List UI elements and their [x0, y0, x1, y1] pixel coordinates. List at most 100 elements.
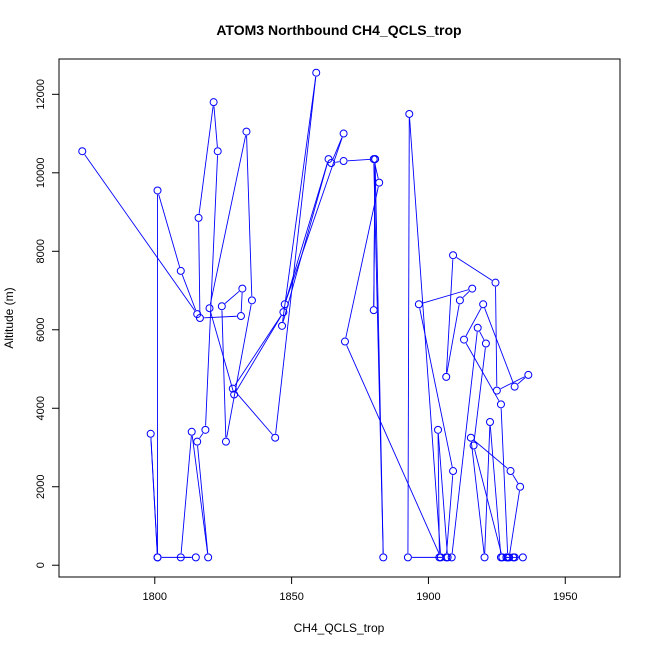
data-point [78, 147, 87, 156]
data-point [217, 302, 226, 311]
data-point [209, 98, 218, 107]
data-point [479, 300, 488, 309]
series-segment [473, 347, 486, 442]
series-segment [446, 259, 454, 373]
series-segment [484, 308, 514, 383]
series-segment [437, 433, 448, 554]
y-tick-label: 10000 [35, 158, 47, 189]
series-segment [446, 304, 460, 373]
data-point [516, 482, 525, 491]
series-segment [335, 161, 340, 163]
series-segment [275, 76, 317, 434]
data-point [449, 467, 458, 476]
y-axis-label: Altitude (m) [2, 287, 16, 348]
data-point [480, 553, 489, 562]
y-tick-label: 8000 [35, 239, 47, 263]
data-point [369, 306, 378, 315]
axes: 1800 1850 1900 1950 0 2000 4000 6000 8000 10000 12… [35, 79, 578, 603]
data-point [339, 157, 348, 166]
series-segment [197, 445, 209, 554]
series-segment [500, 376, 525, 390]
series-segment [210, 312, 234, 391]
data-point [238, 284, 247, 293]
series-segment [495, 286, 498, 387]
data-point [405, 109, 414, 118]
data-point [491, 278, 500, 287]
series-segment [235, 315, 282, 392]
data-point [449, 251, 458, 260]
data-point [193, 437, 202, 446]
series-segment [332, 137, 343, 160]
data-point [481, 339, 490, 348]
series-segment [419, 308, 453, 468]
data-point [153, 186, 162, 195]
data-point [496, 400, 505, 409]
x-tick-label: 1950 [553, 591, 577, 603]
series-segment [374, 163, 379, 179]
data-point [375, 178, 384, 187]
data-point [205, 304, 214, 313]
series-segment [191, 435, 209, 554]
data-point [498, 553, 507, 562]
data-point [236, 312, 245, 321]
data-layer [78, 68, 533, 562]
series-segment [373, 163, 384, 554]
data-point [379, 553, 388, 562]
data-point [221, 437, 230, 446]
data-point [176, 553, 185, 562]
series-segment [181, 274, 197, 311]
series-segment [246, 135, 253, 297]
data-point [242, 127, 251, 136]
y-tick-label: 2000 [35, 475, 47, 499]
series-segment [407, 118, 410, 554]
data-point [204, 553, 213, 562]
data-point [442, 372, 451, 381]
data-point [414, 300, 423, 309]
data-point [339, 129, 348, 138]
data-point [247, 296, 256, 305]
series-segment [512, 474, 519, 484]
data-point [443, 553, 452, 562]
series-segment [285, 137, 343, 301]
series-segment [489, 426, 502, 554]
series-segment [479, 331, 485, 340]
series-segment [213, 106, 218, 148]
data-point [279, 308, 288, 317]
data-point [509, 553, 518, 562]
data-point [486, 417, 495, 426]
series-segment [282, 76, 317, 322]
y-tick-label: 6000 [35, 318, 47, 342]
series-segment [437, 434, 440, 554]
data-point [455, 296, 464, 305]
series-segment [451, 331, 478, 554]
series-segment [446, 475, 454, 554]
data-point [201, 425, 210, 434]
series-segment [509, 490, 520, 554]
series-segment [198, 222, 201, 314]
series-segment [209, 135, 247, 305]
y-tick-label: 0 [35, 562, 47, 568]
series-segment [517, 377, 526, 385]
data-point [468, 284, 477, 293]
series-segment [240, 292, 243, 312]
series-segment [199, 433, 204, 439]
data-point [195, 314, 204, 322]
series-segment [235, 391, 273, 435]
series-segment [150, 437, 158, 554]
data-point [518, 553, 527, 562]
x-tick-label: 1800 [143, 591, 167, 603]
data-point [230, 390, 239, 399]
y-tick-label: 4000 [35, 396, 47, 420]
data-point [153, 553, 162, 562]
data-point [340, 337, 349, 346]
series-segment [205, 155, 218, 426]
data-point [492, 386, 501, 395]
series-segment [462, 291, 470, 298]
data-point [194, 213, 203, 222]
series-segment [346, 345, 440, 554]
data-point [369, 155, 378, 164]
series-segment [285, 162, 328, 301]
data-point [510, 382, 519, 391]
data-point [213, 147, 222, 156]
